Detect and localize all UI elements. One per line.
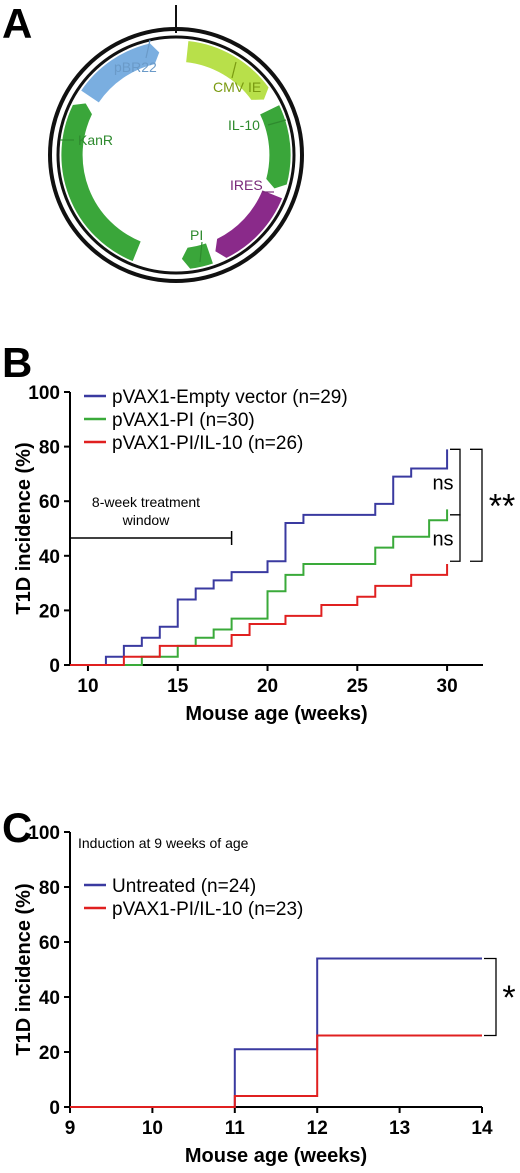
cmv-segment <box>185 40 270 101</box>
y-tick-label: 20 <box>39 601 60 622</box>
pi-segment <box>180 242 214 270</box>
cmv-leader <box>231 61 237 79</box>
pbr22-leader <box>145 39 151 59</box>
y-axis-label: T1D incidence (%) <box>13 883 35 1055</box>
x-tick-label: 25 <box>347 676 369 697</box>
ns-upper-label: ns <box>432 472 453 494</box>
treatment-window-label-line1: 8-week treatment <box>92 494 200 510</box>
series-line-1 <box>70 957 482 1108</box>
ires-segment <box>214 189 284 259</box>
series-line-2 <box>70 509 449 666</box>
x-tick-label: 30 <box>437 676 458 697</box>
panel-a-letter: A <box>2 0 32 47</box>
x-tick-label: 11 <box>225 1118 246 1139</box>
y-tick-label: 0 <box>49 1098 60 1119</box>
series-line-1 <box>70 449 449 666</box>
single-star-bracket <box>484 957 497 1037</box>
legend-label-2: pVAX1-PI/IL-10 (n=23) <box>112 899 303 920</box>
treatment-window-label-line2: window <box>122 512 171 528</box>
kanr-segment <box>60 102 142 263</box>
x-tick-label: 10 <box>142 1118 163 1139</box>
chart-b: 0 20 40 60 80 100 10 15 20 25 30 Mouse age (weeks) T… <box>13 383 483 725</box>
double-star-bracket <box>470 448 483 562</box>
pbr22-segment <box>80 42 161 104</box>
y-tick-label: 100 <box>28 823 60 844</box>
y-tick-label: 80 <box>39 878 60 899</box>
y-tick-label: 40 <box>39 988 60 1009</box>
y-tick-label: 60 <box>39 492 60 513</box>
x-tick-label: 10 <box>77 676 98 697</box>
legend-label-1: Untreated (n=24) <box>112 876 256 897</box>
il10-segment <box>259 104 292 190</box>
x-tick-label: 12 <box>307 1118 328 1139</box>
il10-label: IL-10 <box>228 117 260 133</box>
ns-lower-bracket <box>450 514 461 562</box>
chart-b-significance: ns ns ** <box>432 448 515 562</box>
pi-label: PI <box>190 227 203 243</box>
series-line-2 <box>70 1034 482 1108</box>
treatment-window <box>69 531 233 545</box>
pi-leader <box>199 241 203 263</box>
il10-leader <box>267 119 287 126</box>
y-tick-label: 0 <box>49 656 60 677</box>
panel-c-letter: C <box>2 804 32 851</box>
x-axis-label: Mouse age (weeks) <box>185 1145 367 1167</box>
legend-label-1: pVAX1-Empty vector (n=29) <box>112 387 348 408</box>
y-tick-label: 40 <box>39 547 60 568</box>
y-tick-label: 100 <box>28 383 60 404</box>
plasmid-inner-ring <box>56 35 296 275</box>
induction-annotation: Induction at 9 weeks of age <box>78 835 249 851</box>
x-tick-label: 20 <box>257 676 278 697</box>
y-tick-label: 80 <box>39 438 60 459</box>
y-tick-label: 20 <box>39 1043 60 1064</box>
legend-label-3: pVAX1-PI/IL-10 (n=26) <box>112 433 303 454</box>
pbr22-label: pBR22 <box>114 59 157 75</box>
x-tick-label: 9 <box>65 1118 76 1139</box>
x-tick-label: 14 <box>471 1118 493 1139</box>
legend-label-2: pVAX1-PI (n=30) <box>112 410 255 431</box>
kanr-label: KanR <box>78 132 113 148</box>
ires-label: IRES <box>230 177 263 193</box>
single-star-label: * <box>502 979 515 1017</box>
cmv-label: CMV IE <box>213 79 261 95</box>
y-axis-label: T1D incidence (%) <box>13 442 35 614</box>
chart-c-significance: * <box>484 957 516 1037</box>
plasmid-segments <box>60 40 292 270</box>
plasmid-map: pBR22 CMV IE IL-10 IRES PI KanR <box>48 5 304 283</box>
x-tick-label: 15 <box>167 676 189 697</box>
x-axis-label: Mouse age (weeks) <box>185 703 367 725</box>
double-star-label: ** <box>489 488 515 526</box>
series-line-3 <box>70 563 449 666</box>
plasmid-labels: pBR22 CMV IE IL-10 IRES PI KanR <box>60 39 287 263</box>
chart-c: 0 20 40 60 80 100 9 10 11 12 13 14 Mouse age (weeks)… <box>13 823 493 1167</box>
x-tick-label: 13 <box>389 1118 410 1139</box>
ns-lower-label: ns <box>432 528 453 550</box>
y-tick-label: 60 <box>39 933 60 954</box>
plasmid-outer-ring <box>48 27 304 283</box>
panel-b-letter: B <box>2 339 32 386</box>
